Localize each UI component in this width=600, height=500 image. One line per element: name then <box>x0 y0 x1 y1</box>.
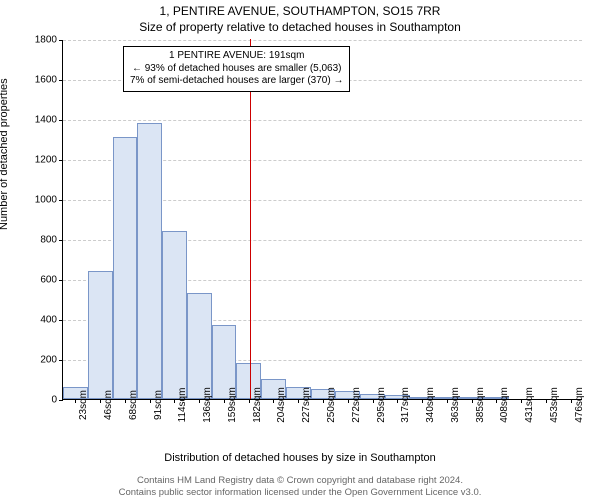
x-tick-mark <box>571 399 572 403</box>
x-tick-mark <box>546 399 547 403</box>
y-tick-mark <box>59 360 63 361</box>
x-tick-label: 476sqm <box>574 387 585 423</box>
x-tick-mark <box>174 399 175 403</box>
x-tick-mark <box>75 399 76 403</box>
x-tick-mark <box>472 399 473 403</box>
y-tick-mark <box>59 200 63 201</box>
chart-title-line1: 1, PENTIRE AVENUE, SOUTHAMPTON, SO15 7RR <box>0 4 600 18</box>
y-tick-mark <box>59 400 63 401</box>
y-tick-mark <box>59 80 63 81</box>
x-tick-label: 340sqm <box>425 387 436 423</box>
x-tick-mark <box>224 399 225 403</box>
x-tick-mark <box>521 399 522 403</box>
info-box-line: 7% of semi-detached houses are larger (3… <box>130 75 343 88</box>
x-axis-label: Distribution of detached houses by size … <box>0 452 600 464</box>
x-tick-label: 408sqm <box>499 387 510 423</box>
bar <box>88 271 113 399</box>
chart-title-line2: Size of property relative to detached ho… <box>0 20 600 34</box>
y-tick-mark <box>59 40 63 41</box>
footer-attribution: Contains HM Land Registry data © Crown c… <box>0 475 600 498</box>
x-tick-mark <box>496 399 497 403</box>
y-axis-label: Number of detached properties <box>0 78 10 230</box>
x-tick-mark <box>125 399 126 403</box>
x-tick-mark <box>249 399 250 403</box>
x-tick-label: 272sqm <box>351 387 362 423</box>
y-tick-mark <box>59 120 63 121</box>
y-tick-label: 200 <box>40 355 57 366</box>
info-box-line: ← 93% of detached houses are smaller (5,… <box>130 63 343 76</box>
y-tick-label: 1000 <box>35 195 57 206</box>
gridline <box>63 120 582 121</box>
footer-line-2: Contains public sector information licen… <box>0 487 600 498</box>
plot-area: 02004006008001000120014001600180023sqm46… <box>62 40 582 400</box>
x-tick-mark <box>397 399 398 403</box>
y-tick-label: 1800 <box>35 35 57 46</box>
x-tick-label: 431sqm <box>524 387 535 423</box>
x-tick-label: 317sqm <box>400 387 411 423</box>
x-tick-mark <box>273 399 274 403</box>
x-tick-label: 363sqm <box>450 387 461 423</box>
x-tick-label: 453sqm <box>549 387 560 423</box>
y-tick-label: 1600 <box>35 75 57 86</box>
x-tick-mark <box>348 399 349 403</box>
bar <box>187 293 212 399</box>
bar <box>162 231 187 399</box>
y-tick-mark <box>59 160 63 161</box>
info-box: 1 PENTIRE AVENUE: 191sqm← 93% of detache… <box>123 46 350 92</box>
x-tick-label: 385sqm <box>475 387 486 423</box>
x-tick-mark <box>298 399 299 403</box>
x-tick-mark <box>150 399 151 403</box>
y-tick-mark <box>59 240 63 241</box>
y-tick-label: 800 <box>40 235 57 246</box>
gridline <box>63 40 582 41</box>
x-tick-mark <box>447 399 448 403</box>
info-box-line: 1 PENTIRE AVENUE: 191sqm <box>130 50 343 63</box>
x-tick-label: 295sqm <box>376 387 387 423</box>
y-tick-mark <box>59 320 63 321</box>
y-tick-label: 0 <box>51 395 57 406</box>
marker-line <box>250 39 251 399</box>
footer-line-1: Contains HM Land Registry data © Crown c… <box>0 475 600 486</box>
x-tick-mark <box>199 399 200 403</box>
x-tick-mark <box>323 399 324 403</box>
y-tick-label: 400 <box>40 315 57 326</box>
y-tick-label: 1200 <box>35 155 57 166</box>
bar <box>137 123 162 399</box>
y-tick-mark <box>59 280 63 281</box>
y-tick-label: 1400 <box>35 115 57 126</box>
bar <box>113 137 138 399</box>
y-tick-label: 600 <box>40 275 57 286</box>
x-tick-mark <box>373 399 374 403</box>
x-tick-mark <box>100 399 101 403</box>
x-tick-mark <box>422 399 423 403</box>
